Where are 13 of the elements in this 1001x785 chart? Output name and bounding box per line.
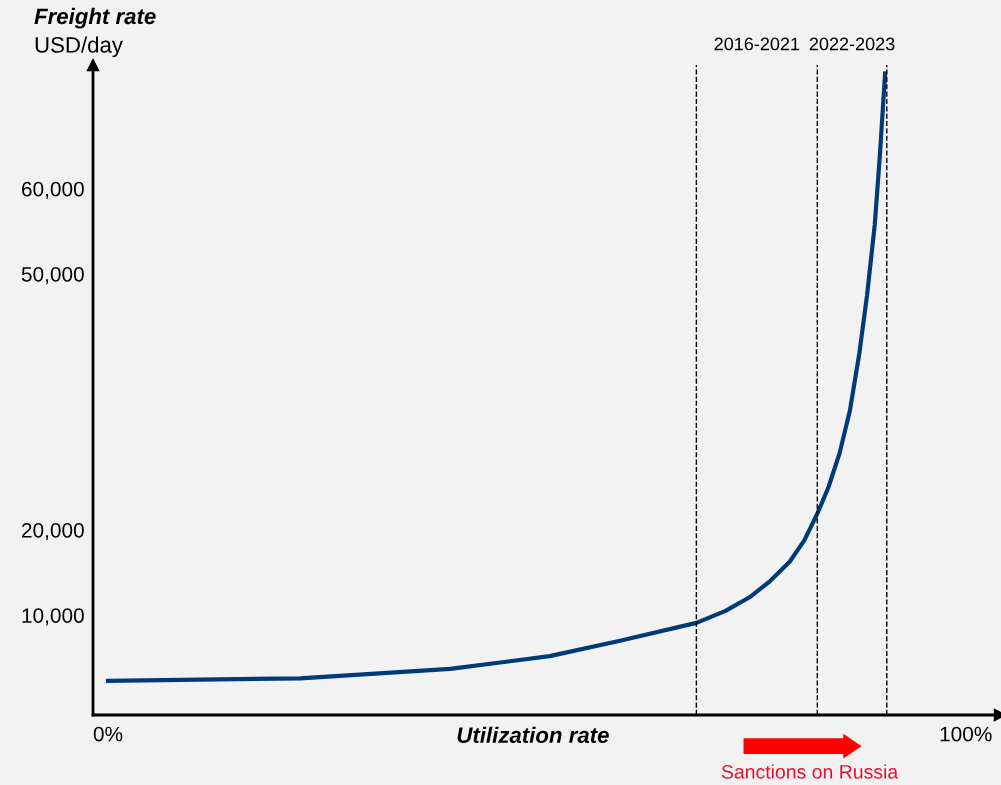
text: 2022-2023 (809, 37, 895, 51)
y-axis-title: Freight rate (34, 7, 156, 29)
x-tick-label: 100% (940, 726, 992, 742)
x-axis-title: Utilization rate (457, 726, 609, 744)
x-tick-label: 0% (93, 726, 123, 742)
text: USD/day (35, 36, 123, 58)
y-tick-label: 50,000 (21, 266, 84, 285)
y-tick-label: 20,000 (22, 522, 84, 541)
y-tick-label: 60,000 (22, 181, 84, 199)
line-series (105, 71, 888, 683)
text: 2016-2021 (714, 37, 800, 51)
y-tick-label: 10,000 (22, 608, 84, 626)
text: Sanctions on Russia (721, 764, 899, 779)
